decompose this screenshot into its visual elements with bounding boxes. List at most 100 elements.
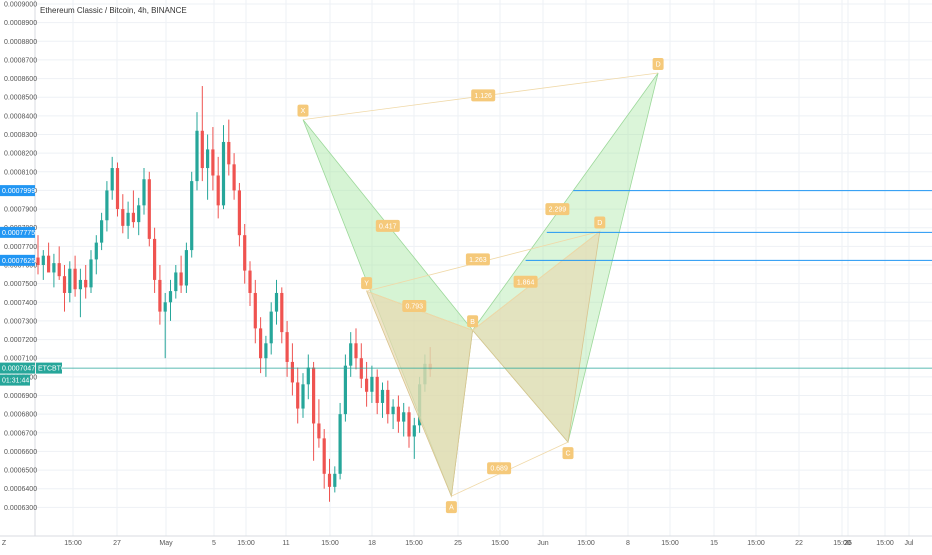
candle-body xyxy=(105,190,109,221)
price-level-badge: 0.0007999 xyxy=(0,185,35,197)
svg-text:X: X xyxy=(301,108,306,115)
pattern-ratio-label[interactable]: 0.689 xyxy=(487,462,512,475)
svg-text:1.263: 1.263 xyxy=(469,257,487,264)
pattern-ratio-label[interactable]: 0.417 xyxy=(375,219,400,232)
candle xyxy=(78,268,82,318)
candle xyxy=(184,242,188,293)
candle xyxy=(158,265,162,325)
price-tick-label: 0.0008200 xyxy=(4,151,37,158)
time-tick-label: 26 xyxy=(844,540,852,547)
svg-text:0.0007775: 0.0007775 xyxy=(2,230,35,237)
svg-text:D: D xyxy=(597,220,602,227)
pattern-ratio-label[interactable]: 0.793 xyxy=(402,300,427,313)
pattern-point-a[interactable]: A xyxy=(445,501,457,514)
candle xyxy=(131,190,135,228)
candle xyxy=(84,265,88,299)
candle-body xyxy=(253,292,257,329)
price-tick-label: 0.0008100 xyxy=(4,169,37,176)
candle xyxy=(338,402,342,480)
candle xyxy=(206,134,210,200)
svg-text:0.0007047: 0.0007047 xyxy=(2,366,35,373)
candle xyxy=(200,86,204,182)
price-tick-label: 0.0006600 xyxy=(4,449,37,456)
svg-text:1.126: 1.126 xyxy=(474,93,492,100)
candle-body xyxy=(269,311,273,344)
candle xyxy=(68,261,72,303)
candle xyxy=(57,246,61,280)
candle xyxy=(110,156,114,200)
candle-body xyxy=(41,255,45,265)
candle-body xyxy=(100,220,104,243)
time-tick-label: 25 xyxy=(454,540,462,547)
pattern-point-x[interactable]: X xyxy=(297,104,309,117)
candle-body xyxy=(237,190,241,236)
price-tick-label: 0.0007600 xyxy=(4,263,37,270)
pattern-point-y[interactable]: Y xyxy=(361,277,373,290)
candle-body xyxy=(317,423,321,439)
time-tick-label: 15:00 xyxy=(237,540,255,547)
candle xyxy=(47,242,51,273)
candle-body xyxy=(370,376,374,392)
pattern-point-d[interactable]: D xyxy=(594,216,606,229)
candle xyxy=(285,320,289,377)
price-tick-label: 0.0008800 xyxy=(4,39,37,46)
svg-text:A: A xyxy=(449,505,454,512)
svg-text:ETCBTC: ETCBTC xyxy=(38,366,66,373)
pattern-ratio-label[interactable]: 2.299 xyxy=(545,203,570,216)
pattern-ratio-label[interactable]: 1.126 xyxy=(471,89,496,102)
candle-body xyxy=(391,406,395,415)
price-levels[interactable] xyxy=(62,190,932,369)
price-tick-label: 0.0008300 xyxy=(4,132,37,139)
candle xyxy=(36,235,40,275)
candle-body xyxy=(312,367,316,424)
candle xyxy=(243,223,247,284)
candle xyxy=(73,255,77,297)
candle xyxy=(237,182,241,247)
time-axis[interactable]: Z 15:00 27 May 5 15:00 11 15:00 18 15:00 25 15:00 Ju… xyxy=(0,535,932,550)
candle-body xyxy=(142,179,146,206)
candle xyxy=(349,332,353,377)
candle xyxy=(290,343,294,396)
candle-body xyxy=(386,389,390,415)
candle xyxy=(211,127,215,191)
pattern-point-d[interactable]: D xyxy=(652,57,664,70)
pattern-ratio-label[interactable]: 1.864 xyxy=(513,275,538,288)
candle xyxy=(391,399,395,430)
candle-body xyxy=(221,141,226,206)
candle xyxy=(89,250,93,293)
candle xyxy=(296,367,300,424)
candle-body xyxy=(73,268,77,290)
candle-body xyxy=(243,235,247,271)
candle xyxy=(52,253,56,288)
candle-body xyxy=(285,332,289,362)
candle xyxy=(121,194,125,234)
price-tick-label: 0.0006700 xyxy=(4,430,37,437)
candle-body xyxy=(57,263,61,277)
candle xyxy=(126,201,130,239)
candle-body xyxy=(216,175,220,206)
candle xyxy=(142,168,146,215)
candle-body xyxy=(94,242,98,260)
pattern-point-b[interactable]: B xyxy=(467,315,479,328)
candle-body xyxy=(190,181,194,251)
svg-text:0.0007999: 0.0007999 xyxy=(2,188,35,195)
pattern-ratio-label[interactable]: 1.263 xyxy=(465,253,490,266)
time-tick-label: 15:00 xyxy=(833,540,851,547)
candle-body xyxy=(137,205,141,223)
candle xyxy=(386,380,390,424)
price-axis[interactable]: 0.0009000 0.0008900 0.0008800 0.0008700 0.00… xyxy=(0,0,37,550)
candle-body xyxy=(248,270,252,293)
time-tick-label: 15:00 xyxy=(577,540,595,547)
candle xyxy=(227,119,231,176)
candle xyxy=(264,335,268,377)
candle-body xyxy=(296,382,300,409)
price-tick-label: 0.0009000 xyxy=(4,2,37,9)
last-price-badge: 0.0007047 xyxy=(0,362,35,374)
candle xyxy=(168,279,173,321)
price-level-badge: 0.0007775 xyxy=(0,226,35,238)
harmonic-pattern[interactable]: X A B C D D Y 1.126 0.417 0.793 1.263 1.864 2.299 0.6… xyxy=(297,57,664,514)
candle xyxy=(105,181,109,232)
pattern-point-c[interactable]: C xyxy=(562,447,574,460)
